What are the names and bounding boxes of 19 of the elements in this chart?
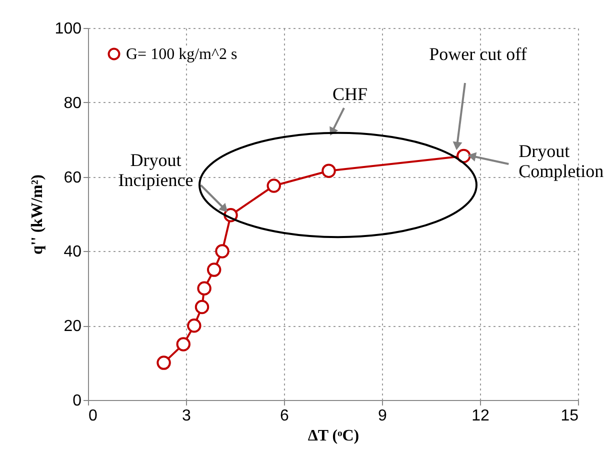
x-tick-label: 9 bbox=[378, 408, 388, 424]
x-axis-title: ΔT (ᵒC) bbox=[308, 428, 360, 444]
y-axis-title: q'' (kW/m²) bbox=[28, 174, 46, 254]
x-tick-label: 15 bbox=[560, 408, 579, 424]
x-tick-label: 3 bbox=[182, 408, 192, 424]
y-tick-label: 60 bbox=[64, 169, 82, 186]
annotation: Power cut off bbox=[429, 44, 527, 64]
y-tick-label: 0 bbox=[72, 392, 82, 410]
y-tick-label: 20 bbox=[64, 318, 82, 336]
annotation: CHF bbox=[332, 84, 368, 104]
annotation: Dryout Incipience bbox=[118, 150, 194, 190]
x-tick-label: 12 bbox=[472, 408, 490, 424]
x-tick-label: 6 bbox=[280, 408, 290, 424]
annotation: Dryout Completion bbox=[518, 140, 604, 181]
y-tick-label: 100 bbox=[54, 20, 82, 38]
y-tick-label: 40 bbox=[64, 244, 82, 261]
x-tick-label: 0 bbox=[88, 408, 98, 424]
legend-label: G= 100 kg/m^2 s bbox=[126, 46, 238, 63]
y-tick-label: 80 bbox=[64, 94, 82, 112]
